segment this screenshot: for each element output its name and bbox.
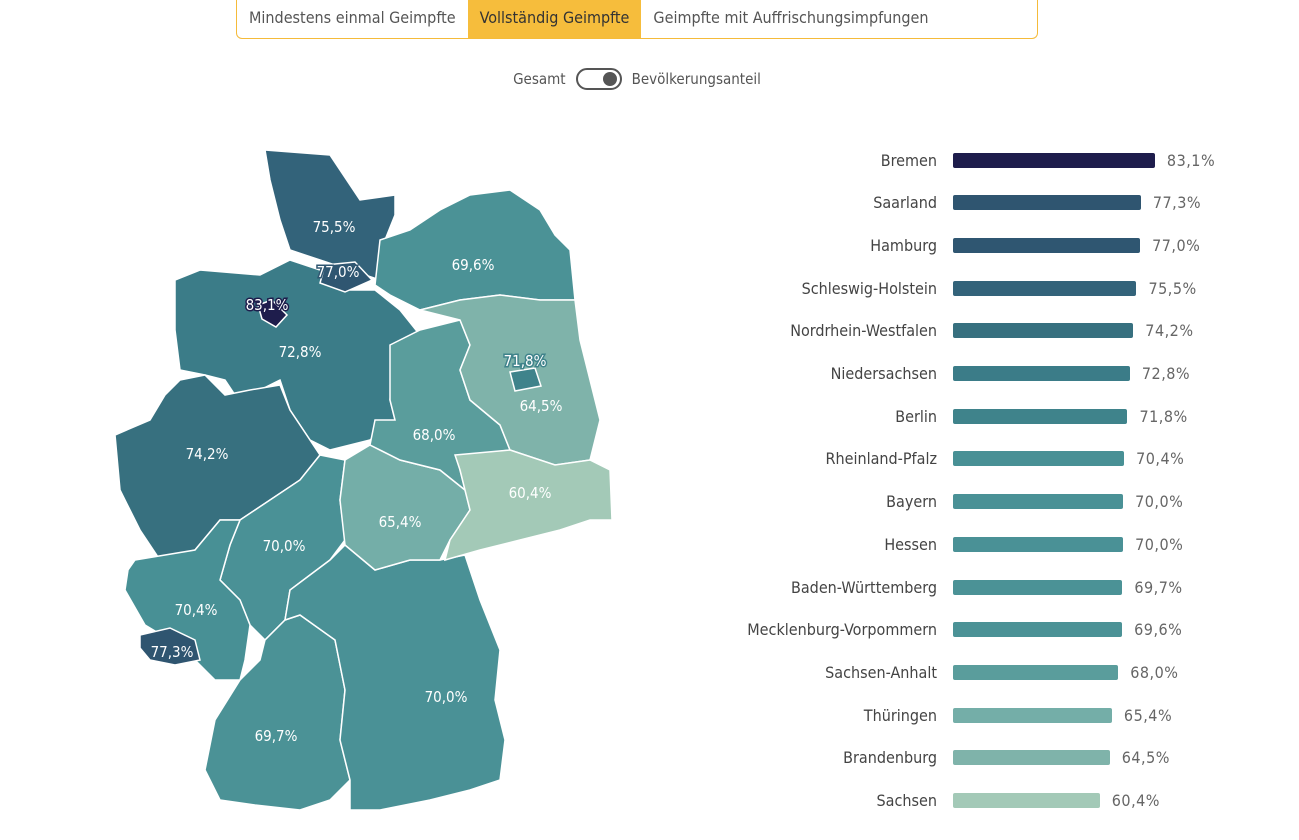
bar-value: 77,3% — [1152, 193, 1202, 213]
bar-row: Berlin 71,8% — [600, 406, 1188, 426]
map-value-label: 70,0% — [263, 537, 306, 555]
bar-row: Schleswig-Holstein 75,5% — [600, 278, 1197, 298]
bar[interactable] — [953, 237, 1141, 253]
map-value-label: 74,2% — [186, 445, 229, 463]
bar-row: Hamburg 77,0% — [600, 235, 1200, 255]
bar[interactable] — [953, 707, 1112, 723]
bar[interactable] — [953, 366, 1130, 381]
bar[interactable] — [953, 622, 1123, 638]
bar-row: Mecklenburg-Vorpommern 69,6% — [600, 620, 1182, 640]
map-state-rheinland-pfalz[interactable] — [124, 519, 251, 681]
bar-value: 68,0% — [1130, 662, 1179, 682]
bar-value: 69,6% — [1134, 620, 1183, 640]
map-state-bremen[interactable] — [257, 299, 289, 328]
map-value-label: 70,4% — [175, 601, 218, 619]
bar-label: Brandenburg — [843, 748, 937, 768]
bar-row: Nordrhein-Westfalen 74,2% — [600, 321, 1194, 341]
bar[interactable] — [953, 152, 1155, 168]
bar[interactable] — [953, 280, 1137, 296]
bar-row: Hessen 70,0% — [600, 534, 1183, 554]
map-state-saarland[interactable] — [139, 627, 201, 666]
bar[interactable] — [953, 408, 1128, 424]
bar-value: 71,8% — [1139, 406, 1188, 426]
map-value-label: 60,4% — [509, 484, 552, 502]
tab-1[interactable]: Vollständig Geimpfte — [467, 0, 642, 38]
map-value-label: 75,5% — [313, 218, 356, 236]
bar[interactable] — [953, 750, 1110, 766]
bar[interactable] — [953, 536, 1124, 552]
bar-row: Brandenburg 64,5% — [600, 748, 1170, 768]
bar-row: Thüringen 65,4% — [600, 705, 1172, 725]
bar-value: 74,2% — [1145, 321, 1194, 341]
bar-row: Bayern 70,0% — [600, 492, 1183, 512]
toggle-right-label: Bevölkerungsanteil — [631, 70, 761, 88]
map-state-mecklenburg-vorpommern[interactable] — [374, 189, 576, 311]
total-share-toggle[interactable] — [575, 68, 622, 90]
map-state-sachsen[interactable] — [443, 449, 613, 562]
bar-row: Niedersachsen 72,8% — [600, 364, 1190, 384]
metric-tabs: Mindestens einmal Geimpfte Vollständig Ge… — [236, 0, 1038, 39]
bar-row: Sachsen-Anhalt 68,0% — [600, 662, 1178, 682]
tab-0[interactable]: Mindestens einmal Geimpfte — [249, 8, 456, 27]
map-value-label: 65,4% — [379, 513, 422, 531]
bar[interactable] — [953, 494, 1124, 510]
bar-row: Bremen 83,1% — [600, 150, 1215, 170]
bar-value: 70,0% — [1135, 492, 1184, 512]
bar-label: Bremen — [880, 150, 937, 170]
bar-label: Sachsen-Anhalt — [825, 662, 937, 682]
tab-2[interactable]: Geimpfte mit Auffrischungsimpfungen — [653, 8, 929, 27]
map-value-label: 77,0% — [317, 263, 360, 281]
bar-label: Thüringen — [863, 705, 937, 725]
germany-map: 75,5% 69,6% 72,8% 74,2% 70,0% 70,4% 69,7% 70,0%… — [114, 149, 613, 811]
bar[interactable] — [953, 451, 1125, 467]
bar-row: Saarland 77,3% — [600, 193, 1201, 213]
bar[interactable] — [953, 323, 1134, 339]
bar-label: Mecklenburg-Vorpommern — [747, 620, 937, 640]
map-state-berlin[interactable] — [509, 367, 542, 392]
bar[interactable] — [953, 579, 1123, 595]
bar[interactable] — [953, 793, 1100, 808]
bar-label: Niedersachsen — [830, 364, 937, 383]
bar-label: Hessen — [884, 534, 937, 554]
bar[interactable] — [953, 195, 1141, 211]
bar-label: Rheinland-Pfalz — [825, 449, 937, 469]
bar-value: 69,7% — [1134, 577, 1183, 597]
bar-value: 60,4% — [1111, 791, 1160, 810]
bar-value: 75,5% — [1148, 278, 1197, 298]
bar-label: Schleswig-Holstein — [801, 278, 937, 298]
map-value-label: 68,0% — [413, 426, 456, 444]
bar-value: 70,4% — [1136, 449, 1185, 469]
map-value-label: 70,0% — [425, 688, 468, 706]
bar-label: Sachsen — [876, 791, 937, 810]
map-value-label: 83,1% — [246, 296, 289, 314]
bar-value: 83,1% — [1166, 150, 1216, 170]
map-value-label: 77,3% — [151, 643, 194, 661]
bar-label: Bayern — [886, 492, 937, 512]
toggle-knob — [602, 72, 617, 86]
map-value-label: 69,6% — [452, 256, 495, 274]
bar-row: Sachsen 60,4% — [600, 791, 1160, 811]
map-state-bayern[interactable] — [284, 543, 506, 811]
map-state-hamburg[interactable] — [319, 261, 374, 293]
map-value-label: 64,5% — [520, 397, 563, 415]
bar-value: 70,0% — [1135, 534, 1184, 554]
bar[interactable] — [953, 664, 1119, 680]
map-value-label: 71,8% — [504, 352, 547, 370]
bar-row: Rheinland-Pfalz 70,4% — [600, 449, 1184, 469]
bar-label: Berlin — [895, 406, 937, 426]
bar-label: Nordrhein-Westfalen — [790, 321, 937, 341]
bar-label: Hamburg — [870, 235, 937, 255]
bar-value: 64,5% — [1121, 748, 1170, 768]
bar-value: 65,4% — [1123, 705, 1173, 725]
bar-row: Baden-Württemberg 69,7% — [600, 577, 1183, 597]
map-value-label: 69,7% — [255, 727, 298, 745]
bar-label: Baden-Württemberg — [790, 577, 937, 597]
bar-value: 77,0% — [1152, 235, 1201, 255]
display-toggle-row: Gesamt Bevölkerungsanteil — [0, 68, 1274, 90]
map-value-label: 72,8% — [279, 343, 322, 361]
toggle-left-label: Gesamt — [513, 70, 566, 88]
bar-label: Saarland — [873, 193, 937, 213]
bar-value: 72,8% — [1141, 364, 1191, 383]
map-state-schleswig-holstein[interactable] — [264, 149, 396, 282]
